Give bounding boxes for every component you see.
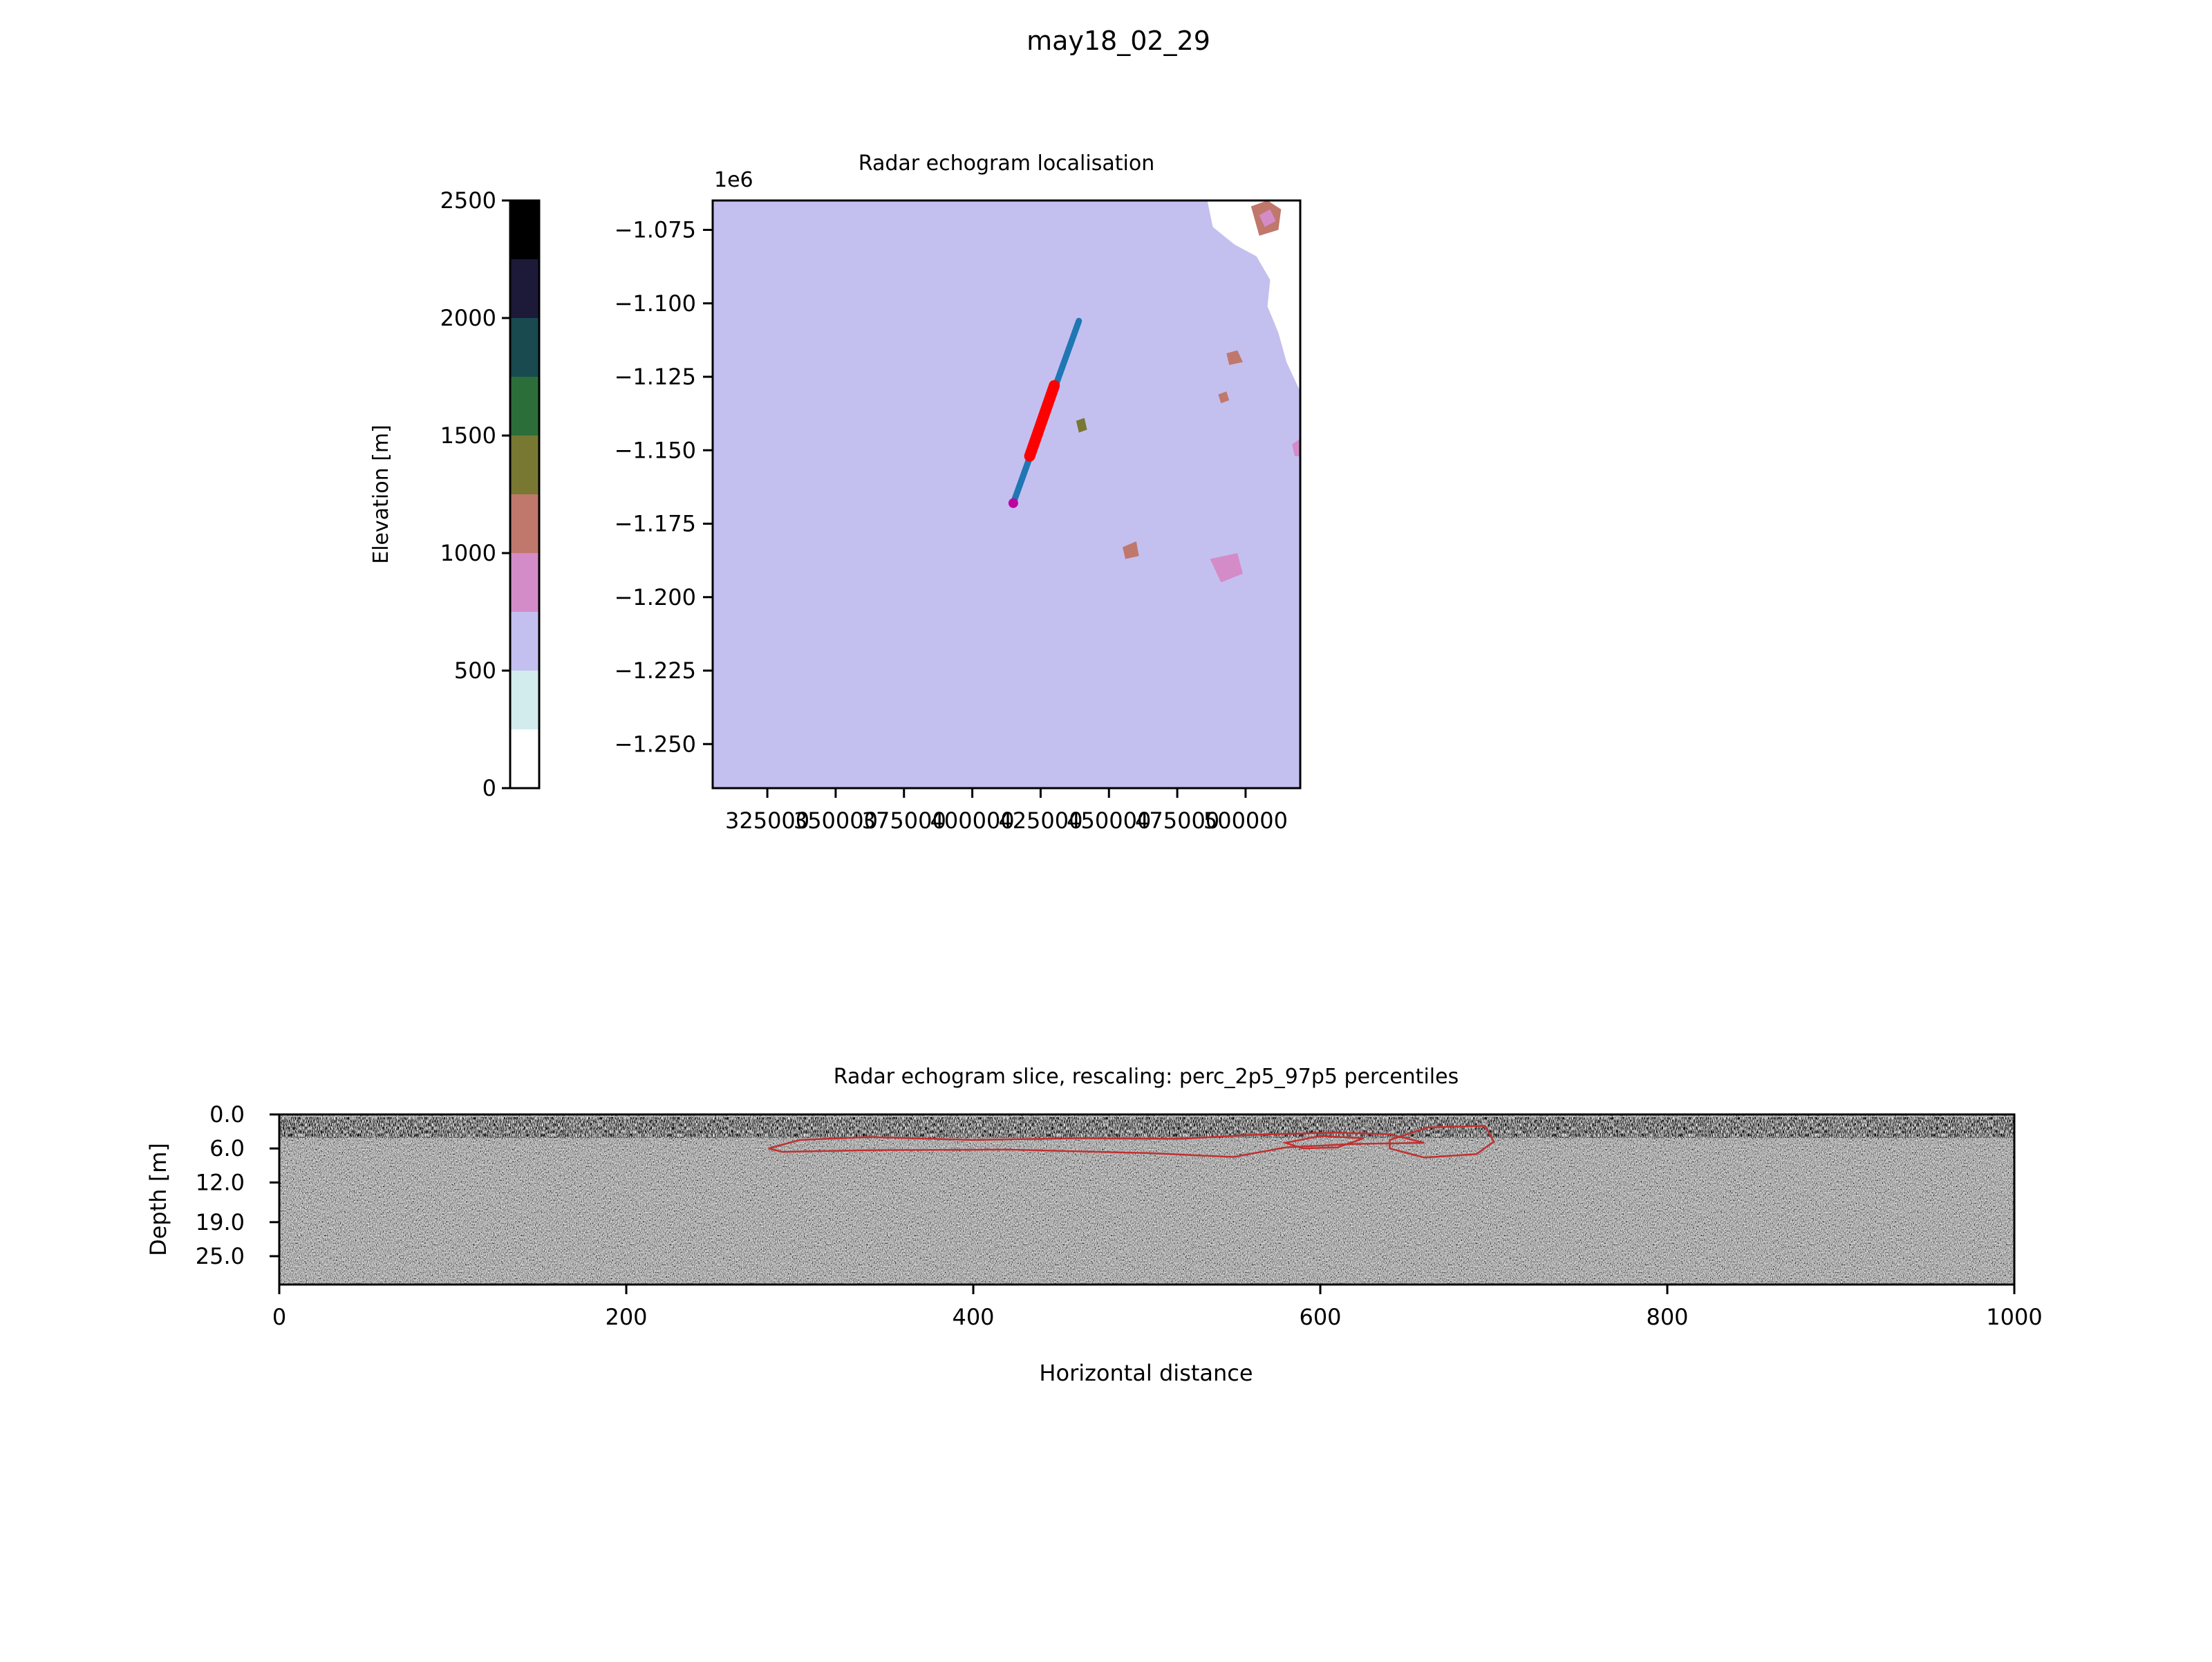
map-x-ticks: 3250003500003750004000004250004500004750… [725,788,1288,834]
map-y-tick-label: −1.125 [615,364,696,390]
radar-track-highlight [1024,380,1060,462]
colorbar-tick-label: 1500 [440,422,496,449]
map-y-tick-label: −1.100 [615,290,696,317]
elevation-zone [1076,418,1087,433]
echogram-y-ticks: 0.0 6.0 12.0 19.0 25.0 [196,1101,279,1269]
colorbar-tick-label: 1000 [440,540,496,566]
echogram-x-tick-label: 400 [952,1304,994,1330]
map-x-tick-label: 450000 [1067,807,1151,834]
echogram-x-tick-label: 800 [1646,1304,1688,1330]
map-y-ticks: −1.075 −1.100 −1.125 −1.150 −1.175 −1.200 −1.2… [615,217,713,757]
echogram-panel: Radar echogram slice, rescaling: perc_2p… [145,1065,2043,1386]
map-x-tick-label: 475000 [1135,807,1219,834]
elevation-zone [713,200,1300,788]
map-y-tick-label: −1.225 [615,657,696,684]
colorbar-band [510,200,539,259]
echogram-contour [1282,1135,1365,1150]
colorbar-band [510,494,539,553]
elevation-peak [1292,438,1300,456]
echogram-y-tick-label: 12.0 [196,1169,245,1195]
elevation-zone [1210,553,1243,583]
colorbar-label: Elevation [m] [369,424,393,564]
radar-track [1008,317,1082,508]
colorbar-tick-label: 500 [454,657,496,684]
colorbar-tick-label: 2000 [440,305,496,331]
map-x-tick-label: 325000 [725,807,809,834]
echogram-x-tick-label: 1000 [1986,1304,2042,1330]
colorbar-band [510,436,539,494]
map-y-tick-label: −1.250 [615,731,696,757]
echogram-xlabel: Horizontal distance [1039,1360,1253,1386]
colorbar-band [510,612,539,671]
map-y-tick-label: −1.175 [615,511,696,537]
colorbar-band [510,318,539,377]
colorbar-band [510,671,539,729]
echogram-contours [768,1125,1495,1159]
echogram-ylabel: Depth [m] [145,1143,171,1256]
map-y-tick-label: −1.150 [615,437,696,463]
colorbar-band [510,729,539,788]
figure-title: may18_02_29 [1027,26,1210,56]
echogram-x-tick-label: 200 [605,1304,647,1330]
map-frame [711,199,1302,790]
map-x-tick-label: 425000 [998,807,1082,834]
map-x-tick-label: 500000 [1203,807,1288,834]
echogram-y-tick-label: 25.0 [196,1243,245,1269]
echogram-contour [768,1131,1425,1158]
colorbar-band [510,377,539,436]
colorbar-frame [509,199,541,790]
echogram-contour [1389,1125,1495,1159]
elevation-zone [1123,541,1139,559]
colorbar-band [510,553,539,612]
map-y-tick-label: −1.075 [615,217,696,243]
localisation-map: Radar echogram localisation 1e6 32500035… [615,151,1302,834]
colorbar-bands [510,200,539,788]
map-x-tick-label: 375000 [862,807,946,834]
radar-track-start-marker [1008,498,1018,508]
echogram-x-ticks: 0 200 400 600 800 1000 [272,1285,2043,1330]
echogram-x-tick-label: 0 [272,1304,286,1330]
map-x-tick-label: 400000 [930,807,1015,834]
echogram-y-tick-label: 19.0 [196,1209,245,1235]
elevation-colorbar: 0 500 1000 1500 2000 2500 Elevation [m] [369,187,541,801]
echogram-y-tick-label: 0.0 [209,1101,245,1128]
elevation-zones [713,200,1300,788]
map-offset-text: 1e6 [714,168,753,192]
colorbar-ticks: 0 500 1000 1500 2000 2500 [440,187,510,801]
echogram-y-tick-label: 6.0 [209,1135,245,1161]
colorbar-tick-label: 2500 [440,187,496,214]
echogram-x-tick-label: 600 [1299,1304,1341,1330]
elevation-peak [1259,209,1276,227]
colorbar-tick-label: 0 [482,775,496,801]
map-title: Radar echogram localisation [859,151,1154,176]
echogram-title: Radar echogram slice, rescaling: perc_2p… [834,1065,1459,1089]
echogram-texture [279,1114,2014,1285]
echogram-surface-reflection [279,1117,2014,1138]
echogram-frame [278,1113,2016,1286]
elevation-peak [1218,391,1230,404]
map-y-tick-label: −1.200 [615,584,696,610]
colorbar-band [510,259,539,318]
elevation-peak [1226,350,1243,365]
map-x-tick-label: 350000 [794,807,878,834]
